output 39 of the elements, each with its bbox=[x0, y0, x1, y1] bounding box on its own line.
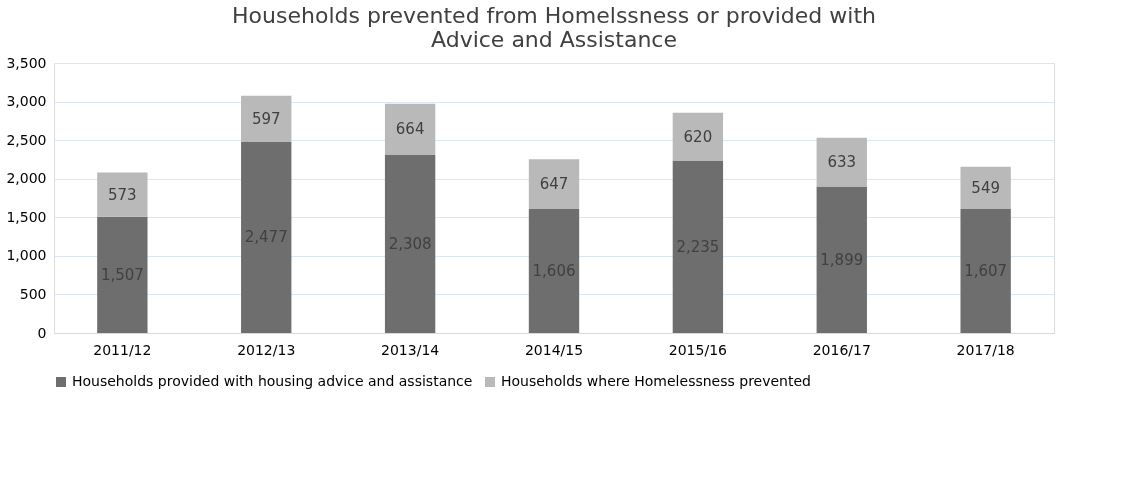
y-tick-label: 2,500 bbox=[6, 131, 47, 148]
bar bbox=[672, 112, 724, 161]
bar bbox=[241, 95, 292, 142]
bar bbox=[960, 209, 1011, 333]
y-tick-label: 0 bbox=[37, 324, 47, 341]
bar bbox=[528, 209, 580, 333]
bar bbox=[960, 166, 1011, 210]
bar bbox=[241, 141, 292, 333]
x-tick-label: 2014/15 bbox=[524, 341, 584, 358]
data-label: 549 bbox=[971, 178, 1000, 197]
data-label: 620 bbox=[683, 127, 713, 146]
y-tick-label: 3,500 bbox=[6, 54, 47, 71]
x-tick-label: 2015/16 bbox=[668, 341, 728, 358]
chart-title: Households prevented from Homelssness or provided with Advice and Assistance bbox=[232, 3, 876, 52]
y-tick-label: 2,000 bbox=[6, 170, 47, 187]
data-label: 664 bbox=[395, 120, 425, 139]
bar bbox=[816, 186, 867, 333]
data-label: 647 bbox=[539, 175, 569, 194]
legend-label: Households provided with housing advice and assistance bbox=[72, 373, 473, 389]
bar bbox=[816, 137, 867, 187]
x-tick-label: 2017/18 bbox=[956, 341, 1015, 358]
bar bbox=[384, 103, 436, 155]
x-tick-label: 2016/17 bbox=[812, 341, 871, 358]
x-tick-label: 2013/14 bbox=[381, 341, 440, 358]
bar bbox=[384, 154, 436, 333]
legend-label: Households where Homelessness prevented bbox=[501, 373, 811, 389]
x-tick-label: 2012/13 bbox=[237, 341, 296, 358]
y-tick-label: 3,000 bbox=[6, 93, 47, 110]
bar bbox=[528, 159, 580, 210]
bar bbox=[97, 172, 148, 217]
y-tick-label: 1,500 bbox=[6, 208, 47, 225]
data-label: 573 bbox=[108, 185, 137, 204]
data-label: 597 bbox=[251, 109, 281, 128]
bar bbox=[97, 216, 148, 333]
bar bbox=[672, 160, 724, 333]
y-tick-label: 1,000 bbox=[6, 247, 47, 264]
y-tick-label: 500 bbox=[19, 285, 47, 302]
data-label: 633 bbox=[827, 153, 857, 172]
x-tick-label: 2011/12 bbox=[93, 341, 152, 358]
